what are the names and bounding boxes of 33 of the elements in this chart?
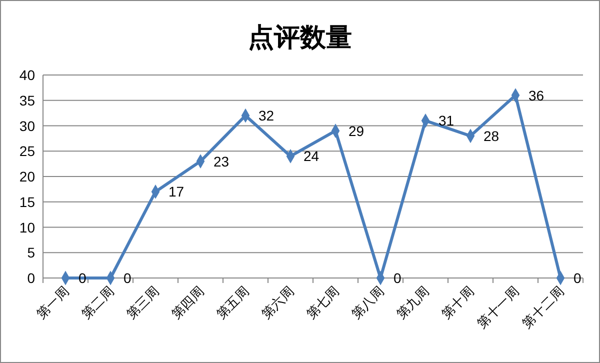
x-tick-label: 第三周 bbox=[123, 284, 162, 322]
x-tick-label: 第四周 bbox=[168, 284, 207, 322]
y-tick-label: 20 bbox=[19, 168, 36, 184]
y-tick-label: 40 bbox=[19, 67, 36, 83]
data-label: 23 bbox=[214, 153, 230, 170]
x-tick-label: 第五周 bbox=[213, 284, 252, 322]
data-label: 28 bbox=[484, 128, 500, 144]
y-tick-label: 15 bbox=[19, 194, 36, 210]
data-label: 36 bbox=[528, 87, 544, 104]
data-label: 29 bbox=[348, 122, 364, 139]
x-tick-label: 第七周 bbox=[303, 284, 342, 322]
y-tick-label: 30 bbox=[19, 118, 36, 134]
y-tick-label: 0 bbox=[27, 270, 36, 286]
data-label: 24 bbox=[304, 148, 320, 164]
x-tick-label: 第八周 bbox=[348, 284, 387, 322]
x-tick-label: 第九周 bbox=[393, 284, 432, 322]
x-tick-label: 第十一周 bbox=[474, 284, 522, 331]
x-tick-label: 第二周 bbox=[78, 284, 117, 322]
x-tick-label: 第十周 bbox=[438, 284, 477, 322]
chart-title: 点评数量 bbox=[248, 22, 352, 52]
data-label: 17 bbox=[168, 184, 184, 200]
data-label: 32 bbox=[258, 108, 274, 124]
data-label: 31 bbox=[438, 112, 454, 129]
y-tick-label: 35 bbox=[19, 92, 36, 108]
x-tick-label: 第六周 bbox=[258, 284, 297, 322]
x-tick-label: 第一周 bbox=[33, 284, 72, 322]
y-tick-label: 25 bbox=[19, 143, 36, 160]
y-tick-label: 5 bbox=[27, 244, 36, 261]
y-tick-label: 10 bbox=[19, 219, 36, 236]
x-tick-label: 第十二周 bbox=[519, 284, 567, 331]
data-label: 0 bbox=[124, 270, 132, 286]
data-label: 0 bbox=[394, 270, 402, 286]
data-label: 0 bbox=[574, 270, 582, 286]
